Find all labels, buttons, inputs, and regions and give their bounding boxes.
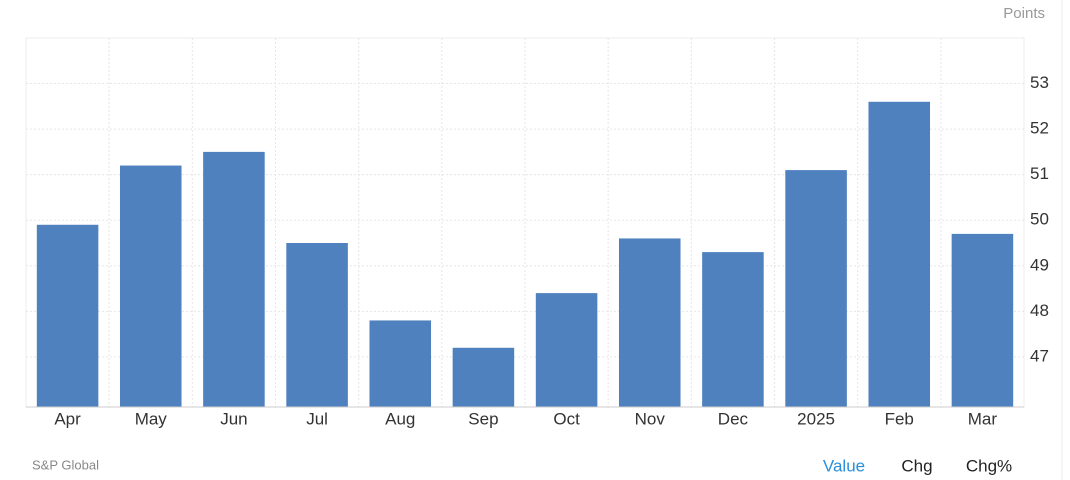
bar bbox=[868, 101, 931, 408]
unit-label: Points bbox=[1003, 5, 1045, 22]
x-tick-label: Oct bbox=[553, 409, 580, 428]
bar bbox=[618, 238, 681, 407]
bar bbox=[286, 243, 348, 407]
source: S&P Global bbox=[32, 457, 99, 472]
x-tick-label: 2025 bbox=[797, 409, 835, 428]
x-tick-label: Sep bbox=[468, 409, 498, 428]
y-tick-label: 51 bbox=[1030, 164, 1049, 183]
bar bbox=[951, 233, 1014, 407]
tab[interactable]: Value bbox=[823, 456, 865, 475]
tab[interactable]: Chg bbox=[901, 456, 932, 475]
x-tick-label: Feb bbox=[885, 409, 914, 428]
y-tick-label: 47 bbox=[1030, 346, 1049, 365]
x-tick-label: Dec bbox=[718, 409, 749, 428]
bar bbox=[203, 151, 265, 407]
x-tick-label: Apr bbox=[54, 409, 81, 428]
y-tick-label: 53 bbox=[1030, 73, 1049, 92]
tab[interactable]: Chg% bbox=[966, 456, 1012, 475]
bar bbox=[702, 252, 764, 407]
bar bbox=[119, 165, 182, 407]
y-tick-label: 50 bbox=[1030, 210, 1049, 229]
y-tick-label: 48 bbox=[1030, 301, 1049, 320]
x-tick-label: Mar bbox=[968, 409, 998, 428]
x-tick-label: May bbox=[135, 409, 168, 428]
y-tick-label: 52 bbox=[1030, 119, 1049, 138]
y-tick-label: 49 bbox=[1030, 255, 1049, 274]
x-tick-label: Aug bbox=[385, 409, 415, 428]
x-tick-label: Nov bbox=[635, 409, 666, 428]
x-tick-label: Jun bbox=[220, 409, 247, 428]
bar bbox=[535, 293, 598, 407]
bar bbox=[452, 347, 515, 407]
bar bbox=[369, 320, 432, 407]
bar bbox=[36, 224, 99, 407]
x-tick-label: Jul bbox=[306, 409, 328, 428]
bar bbox=[785, 170, 847, 407]
